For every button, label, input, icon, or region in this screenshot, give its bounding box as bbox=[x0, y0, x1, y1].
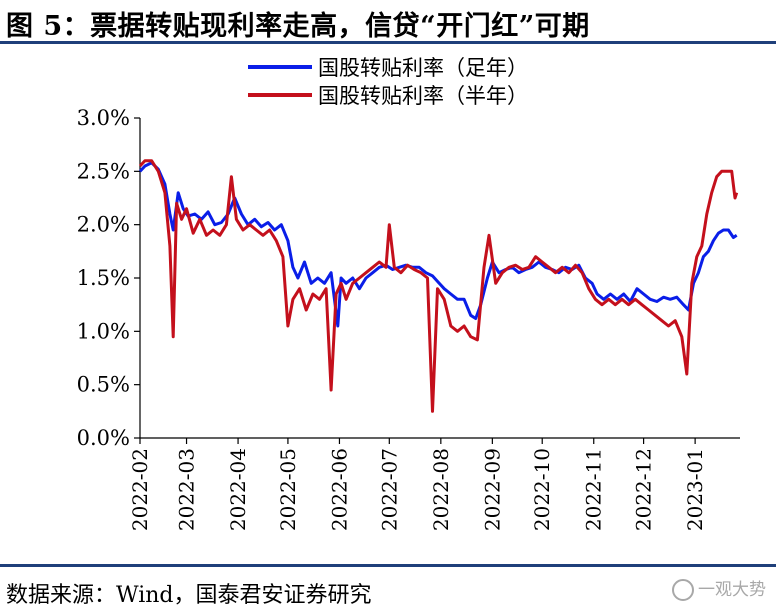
wechat-icon bbox=[672, 579, 694, 601]
series-line-1 bbox=[138, 161, 738, 328]
legend-label-1: 国股转贴利率（足年） bbox=[318, 56, 528, 80]
source-bar: 数据来源：Wind，国泰君安证券研究 一观大势 bbox=[0, 564, 776, 611]
x-tick-label: 2022-12 bbox=[632, 448, 656, 531]
x-tick-label: 2022-11 bbox=[582, 448, 606, 531]
x-axis: 2022-02 2022-03 2022-04 2022-05 2022-06 2022-… bbox=[128, 437, 740, 531]
source-note: 数据来源：Wind，国泰君安证券研究 bbox=[6, 583, 372, 608]
figure-title: 图 5：票据转贴现利率走高，信贷“开门红”可期 bbox=[6, 11, 590, 42]
y-tick-label: 3.0% bbox=[77, 106, 130, 130]
legend: 国股转贴利率（足年） 国股转贴利率（半年） bbox=[248, 56, 528, 108]
y-tick-label: 0.5% bbox=[77, 373, 130, 397]
y-tick-label: 1.0% bbox=[77, 319, 130, 343]
x-tick-label: 2022-09 bbox=[480, 448, 504, 531]
title-bar: 图 5：票据转贴现利率走高，信贷“开门红”可期 bbox=[0, 0, 776, 44]
x-tick-label: 2023-01 bbox=[683, 448, 707, 531]
legend-label-2: 国股转贴利率（半年） bbox=[318, 84, 528, 108]
x-tick-label: 2022-02 bbox=[128, 448, 152, 531]
watermark-text: 一观大势 bbox=[698, 580, 766, 600]
x-tick-label: 2022-06 bbox=[327, 448, 351, 531]
y-tick-label: 2.0% bbox=[77, 213, 130, 237]
x-tick-label: 2022-07 bbox=[377, 448, 401, 531]
line-chart: 国股转贴利率（足年） 国股转贴利率（半年） 0.0% 0.5% 1.0% 1.5% 2.0… bbox=[77, 56, 740, 531]
y-tick-label: 0.0% bbox=[77, 426, 130, 450]
y-tick-label: 1.5% bbox=[77, 266, 130, 290]
x-tick-label: 2022-08 bbox=[429, 448, 453, 531]
watermark: 一观大势 bbox=[672, 575, 766, 601]
x-tick-label: 2022-05 bbox=[276, 448, 300, 531]
y-tick-label: 2.5% bbox=[77, 159, 130, 183]
series-line-2 bbox=[138, 159, 739, 413]
x-tick-label: 2022-03 bbox=[175, 448, 199, 531]
x-tick-label: 2022-10 bbox=[530, 448, 554, 531]
x-tick-label: 2022-04 bbox=[226, 448, 250, 531]
y-axis: 0.0% 0.5% 1.0% 1.5% 2.0% 2.5% 3.0% bbox=[77, 106, 141, 450]
series-layer bbox=[138, 159, 739, 413]
